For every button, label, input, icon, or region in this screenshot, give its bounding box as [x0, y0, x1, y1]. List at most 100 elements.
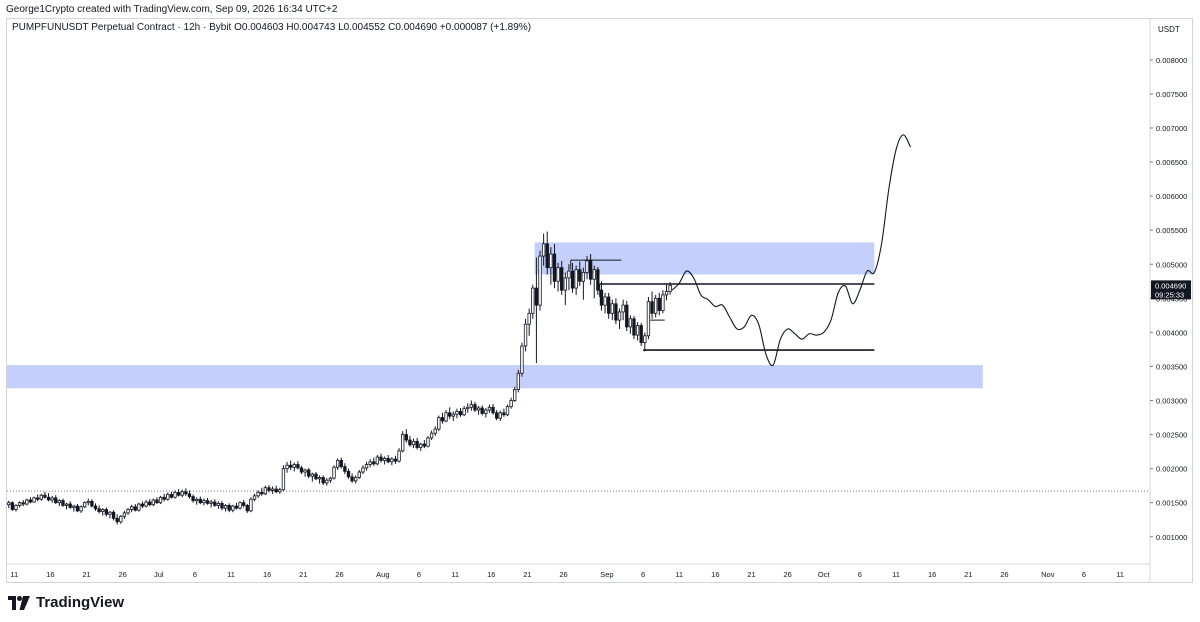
- candle-body: [176, 492, 181, 496]
- candle-body: [115, 517, 119, 523]
- candle-body: [419, 443, 423, 448]
- candle-body: [223, 505, 228, 509]
- chart-pane[interactable]: [6, 18, 1193, 583]
- candle-body: [455, 410, 459, 415]
- candle-body: [140, 503, 145, 507]
- candle-body: [509, 400, 513, 408]
- candle-body: [426, 437, 430, 447]
- candle-body: [346, 470, 351, 478]
- candle-body: [278, 489, 282, 493]
- candle-body: [523, 323, 528, 347]
- candle-body: [292, 464, 296, 468]
- candle-body: [252, 495, 257, 500]
- time-tick-label: 21: [82, 570, 90, 579]
- tradingview-brand[interactable]: TradingView: [8, 594, 124, 611]
- support-zone[interactable]: [7, 365, 983, 389]
- candle-body: [288, 464, 293, 468]
- candle-body: [354, 477, 358, 482]
- last-price-badge: [1151, 280, 1191, 300]
- candle-body: [668, 284, 672, 292]
- candle-body: [328, 477, 333, 481]
- candle-body: [357, 471, 361, 478]
- candle-body: [372, 461, 376, 465]
- candle-body: [75, 505, 80, 512]
- candle-body: [155, 499, 159, 504]
- candle-body: [119, 515, 123, 523]
- candle-body: [408, 439, 412, 446]
- candle-body: [245, 505, 249, 512]
- candle-body: [126, 509, 130, 514]
- time-tick-label: 21: [523, 570, 531, 579]
- candle-body: [43, 494, 47, 498]
- candle-body: [68, 503, 72, 508]
- candle-body: [133, 506, 137, 511]
- candle-body: [36, 497, 40, 500]
- candle-body: [213, 501, 217, 506]
- candle-body: [17, 502, 22, 506]
- candle-body: [581, 272, 586, 282]
- time-tick-label: 11: [892, 570, 900, 579]
- candle-body: [285, 464, 289, 470]
- price-tick-label: 0.007500: [1156, 90, 1187, 99]
- candle-body: [505, 406, 510, 416]
- candle-body: [317, 477, 322, 480]
- candle-body: [28, 499, 33, 503]
- time-tick-label: 11: [1116, 570, 1124, 579]
- candle-body: [256, 492, 260, 497]
- time-tick-label: 21: [964, 570, 972, 579]
- candle-body: [137, 503, 141, 511]
- candle-body: [375, 456, 380, 465]
- candle-body: [82, 502, 87, 508]
- candle-body: [639, 325, 643, 343]
- candle-body: [502, 412, 506, 416]
- candle-body: [494, 412, 499, 419]
- time-tick-label: 21: [747, 570, 755, 579]
- candle-body: [364, 464, 369, 469]
- candle-body: [144, 501, 148, 507]
- candle-body: [538, 255, 542, 306]
- candle-body: [520, 345, 524, 374]
- candle-body: [469, 404, 474, 408]
- candle-body: [111, 511, 116, 519]
- time-tick-label: Sep: [600, 570, 613, 579]
- candle-body: [122, 512, 127, 517]
- candle-body: [462, 408, 466, 416]
- candle-body: [104, 509, 109, 515]
- candle-body: [267, 487, 271, 491]
- price-tick-label: 0.002500: [1156, 431, 1187, 440]
- candle-body: [314, 473, 318, 480]
- candle-body: [25, 499, 29, 505]
- candle-body: [653, 297, 658, 314]
- candle-body: [448, 412, 452, 417]
- candle-body: [545, 243, 549, 269]
- candle-body: [422, 443, 427, 447]
- last-price-label: 0.004690: [1155, 281, 1186, 290]
- candle-body: [657, 297, 661, 311]
- candle-body: [54, 497, 58, 504]
- candle-body: [458, 410, 463, 416]
- candle-body: [440, 417, 445, 422]
- candle-body: [498, 412, 502, 419]
- chart-credit: George1Crypto created with TradingView.c…: [6, 4, 338, 15]
- candle-body: [404, 434, 408, 441]
- candle-body: [621, 304, 625, 313]
- candle-body: [570, 270, 575, 289]
- candle-body: [382, 458, 387, 461]
- candle-body: [321, 477, 325, 484]
- candle-body: [516, 372, 520, 391]
- candle-body: [433, 428, 437, 434]
- candle-body: [567, 270, 571, 279]
- projection-path[interactable]: [671, 134, 911, 367]
- candle-body: [484, 409, 488, 414]
- candle-body: [263, 487, 268, 495]
- candle-body: [310, 473, 315, 477]
- candle-body: [270, 488, 275, 491]
- candle-body: [361, 467, 365, 473]
- time-tick-label: Nov: [1041, 570, 1055, 579]
- time-tick-label: 6: [417, 570, 421, 579]
- candle-body: [444, 412, 448, 422]
- candle-body: [592, 269, 596, 280]
- candle-body: [205, 500, 210, 504]
- candle-body: [86, 500, 90, 504]
